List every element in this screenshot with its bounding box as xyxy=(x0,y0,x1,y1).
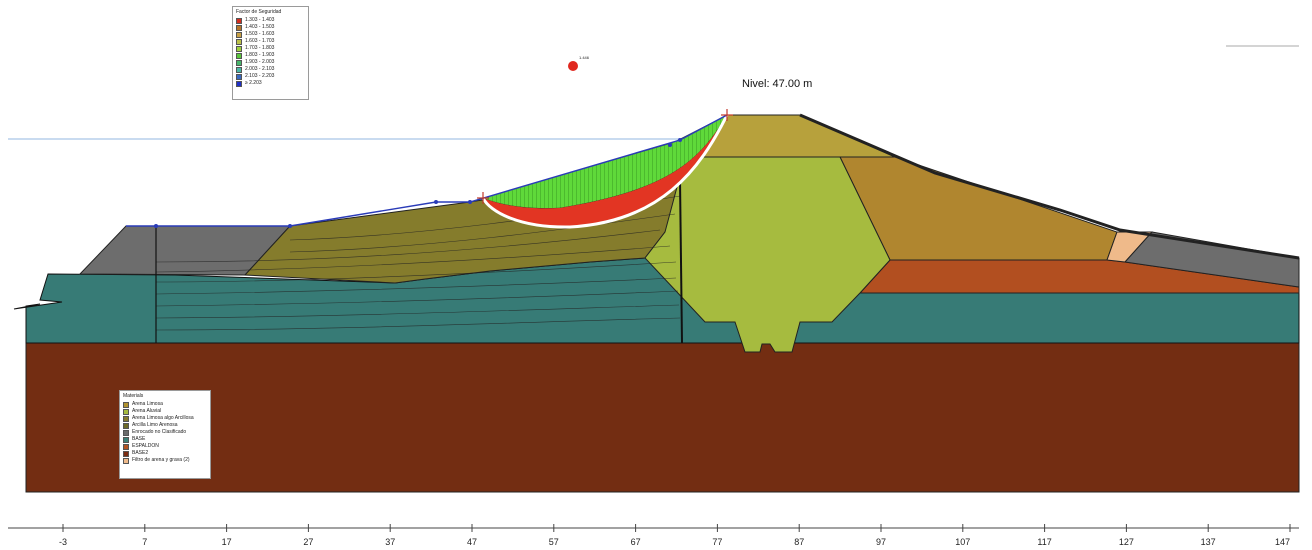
x-axis-tick-label: 37 xyxy=(385,537,395,547)
safety-factor-legend-item: 1.903 - 2.003 xyxy=(233,59,308,66)
materials-legend-label: Arena Limosa algo Arcillosa xyxy=(132,415,194,421)
safety-factor-legend-label: 1.903 - 2.003 xyxy=(245,59,275,65)
x-axis-tick-label: 87 xyxy=(794,537,804,547)
safety-factor-legend-label: 1.403 - 1.503 xyxy=(245,24,275,30)
x-axis-tick-label: 47 xyxy=(467,537,477,547)
safety-factor-legend-item: 1.403 - 1.503 xyxy=(233,24,308,31)
materials-legend-item: Arcilla Limo Arenosa xyxy=(120,422,210,429)
materials-legend-item: Filtro de arena y grava (2) xyxy=(120,457,210,464)
safety-factor-legend-swatch xyxy=(236,73,242,80)
safety-factor-legend-label: 2.103 - 2.203 xyxy=(245,73,275,79)
critical-slip-surface xyxy=(481,114,729,229)
x-axis-tick-label: 147 xyxy=(1275,537,1290,547)
x-axis-tick-label: 67 xyxy=(631,537,641,547)
materials-legend-swatch xyxy=(123,415,129,422)
materials-legend-title: Materials xyxy=(123,393,144,399)
materials-legend-swatch xyxy=(123,450,129,457)
safety-factor-legend-swatch xyxy=(236,52,242,59)
materials-legend-label: BASE2 xyxy=(132,450,149,456)
materials-legend-item: Arena Limosa algo Arcillosa xyxy=(120,415,210,422)
safety-factor-legend-swatch xyxy=(236,45,242,52)
x-axis-tick-label: 117 xyxy=(1037,537,1051,547)
safety-factor-legend-swatch xyxy=(236,31,242,38)
materials-legend-swatch xyxy=(123,408,129,415)
safety-factor-legend-label: 1.303 - 1.403 xyxy=(245,17,275,23)
materials-legend-item: BASE2 xyxy=(120,450,210,457)
materials-legend-label: ESPALDON xyxy=(132,443,159,449)
x-axis-tick-label: 57 xyxy=(549,537,559,547)
materials-legend-label: Arena Limosa xyxy=(132,401,163,407)
slip-endpoint-markers xyxy=(477,109,733,204)
safety-factor-legend-item: ≥ 2.203 xyxy=(233,80,308,87)
safety-factor-legend-item: 1.303 - 1.403 xyxy=(233,17,308,24)
x-axis-ticks: -3 7 17 27 37 47 57 67 77 87 97 107 117 127 137 147 xyxy=(59,524,1291,547)
base2-layer xyxy=(25,342,1300,493)
materials-legend-swatch xyxy=(123,422,129,429)
safety-factor-legend-swatch xyxy=(236,24,242,31)
materials-legend-swatch xyxy=(123,401,129,408)
safety-factor-legend-item: 1.503 - 1.603 xyxy=(233,31,308,38)
safety-factor-legend-label: 1.603 - 1.703 xyxy=(245,38,275,44)
x-axis-tick-label: 27 xyxy=(303,537,313,547)
safety-factor-legend-item: 1.703 - 1.803 xyxy=(233,45,308,52)
vertical-line-core xyxy=(679,179,683,344)
materials-legend-item: Arena Limosa xyxy=(120,401,210,408)
critical-center-point xyxy=(568,61,578,71)
materials-legend-label: BASE xyxy=(132,436,146,442)
safety-factor-legend-swatch xyxy=(236,59,242,66)
materials-legend-item: ESPALDON xyxy=(120,443,210,450)
ground-surface xyxy=(126,114,728,227)
safety-factor-legend-item: 2.103 - 2.203 xyxy=(233,73,308,80)
x-axis-tick-label: 17 xyxy=(222,537,232,547)
water-level-label: Nivel: 47.00 m xyxy=(742,78,813,90)
safety-factor-legend-title: Factor de Seguridad xyxy=(236,9,282,15)
materials-legend-swatch xyxy=(123,429,129,436)
materials-legend-item: Arena Aluvial xyxy=(120,408,210,415)
clay-core xyxy=(644,156,891,353)
x-axis-tick-label: -3 xyxy=(59,537,67,547)
materials-legend: Materials Arena Limosa Arena Aluvial Arena… xyxy=(119,390,211,479)
x-axis-tick-label: 77 xyxy=(712,537,722,547)
downstream-slope-line xyxy=(799,113,1300,260)
safety-factor-legend-item: 1.603 - 1.703 xyxy=(233,38,308,45)
x-axis-tick-label: 7 xyxy=(142,537,147,547)
materials-legend-label: Filtro de arena y grava (2) xyxy=(132,457,190,463)
critical-fs-label: 1.446 xyxy=(579,55,590,60)
x-axis-tick-label: 107 xyxy=(955,537,970,547)
safety-factor-legend-label: 1.503 - 1.603 xyxy=(245,31,275,37)
safety-factor-legend-swatch xyxy=(236,17,242,24)
safety-factor-legend-label: 2.003 - 2.103 xyxy=(245,66,275,72)
safety-factor-legend-label: 1.703 - 1.803 xyxy=(245,45,275,51)
safety-factor-legend: Factor de Seguridad 1.303 - 1.403 1.403 -… xyxy=(232,6,309,100)
safety-factor-legend-label: 1.803 - 1.903 xyxy=(245,52,275,58)
x-axis-tick-label: 127 xyxy=(1119,537,1134,547)
materials-legend-swatch xyxy=(123,457,129,464)
x-axis-tick-label: 137 xyxy=(1201,537,1216,547)
materials-legend-label: Arcilla Limo Arenosa xyxy=(132,422,178,428)
safety-factor-legend-swatch xyxy=(236,66,242,73)
safety-factor-legend-swatch xyxy=(236,38,242,45)
safety-factor-legend-item: 1.803 - 1.903 xyxy=(233,52,308,59)
safety-factor-legend-swatch xyxy=(236,80,242,87)
x-axis-tick-label: 97 xyxy=(876,537,886,547)
safety-factor-legend-item: 2.003 - 2.103 xyxy=(233,66,308,73)
materials-legend-swatch xyxy=(123,436,129,443)
materials-legend-swatch xyxy=(123,443,129,450)
materials-legend-item: Enrocado no Clasificado xyxy=(120,429,210,436)
materials-legend-label: Arena Aluvial xyxy=(132,408,162,414)
safety-factor-legend-label: ≥ 2.203 xyxy=(245,80,262,86)
materials-legend-label: Enrocado no Clasificado xyxy=(132,429,187,435)
materials-legend-item: BASE xyxy=(120,436,210,443)
strata-lines xyxy=(155,195,681,331)
surface-points xyxy=(154,138,682,228)
